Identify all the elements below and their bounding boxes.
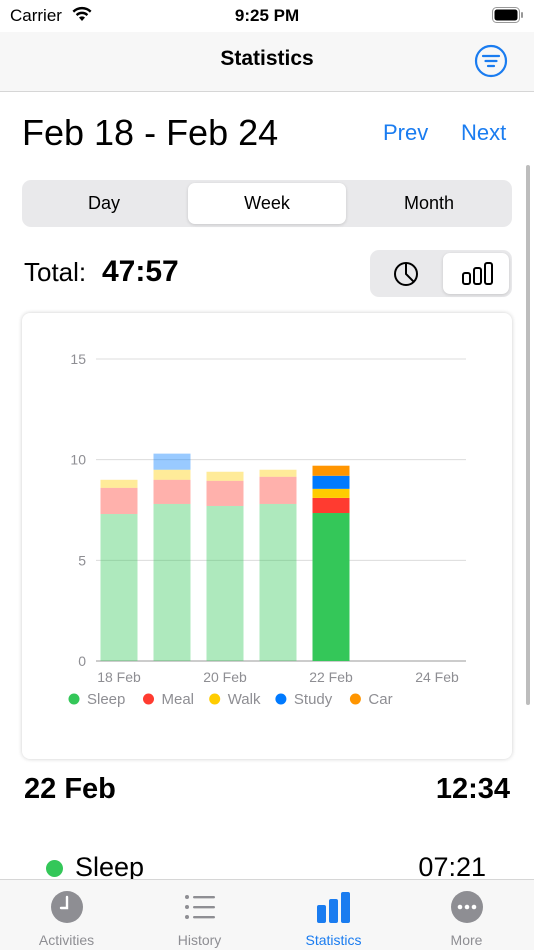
carrier-label: Carrier — [10, 6, 62, 25]
bar-segment — [153, 479, 191, 504]
tab-statistics[interactable]: Statistics — [267, 880, 400, 950]
bar-segment — [153, 503, 191, 661]
legend-label: Car — [368, 691, 392, 708]
x-tick-label: 18 Feb — [97, 669, 141, 685]
tab-label-history: History — [177, 932, 222, 948]
chart-type-toggle — [370, 250, 512, 297]
legend-swatch — [209, 693, 221, 705]
pie-chart-option[interactable] — [373, 253, 439, 294]
day-total: 12:34 — [435, 773, 510, 805]
chart-card: 0 5 10 15 18 Feb 20 Feb 22 Feb 24 Feb Sleep Meal W… — [22, 313, 512, 759]
next-button[interactable]: Next — [461, 120, 507, 145]
tab-label-more: More — [450, 932, 483, 948]
stacked-bar-chart: 0 5 10 15 18 Feb 20 Feb 22 Feb 24 Feb Sleep Meal W… — [68, 351, 466, 708]
bar-segment — [259, 469, 297, 477]
bar-segment — [259, 476, 297, 504]
tab-bar: Activities History Statistics More — [0, 879, 534, 950]
bar-segment — [312, 475, 350, 489]
bar-segment — [312, 465, 350, 476]
bar-segment — [206, 505, 244, 661]
legend-swatch — [68, 693, 80, 705]
tab-history[interactable]: History — [133, 880, 266, 950]
clock-time: 9:25 PM — [234, 6, 300, 25]
bar-segment — [206, 480, 244, 506]
activity-time: 07:21 — [418, 852, 486, 882]
y-tick-label: 5 — [78, 552, 86, 568]
legend-label: Study — [294, 691, 333, 708]
pie-chart-icon — [394, 262, 418, 286]
y-tick-label: 0 — [78, 653, 86, 669]
bar-segment — [100, 487, 138, 515]
legend-label: Walk — [228, 691, 261, 708]
total-value: 47:57 — [102, 255, 179, 288]
bar-segment — [206, 471, 244, 481]
legend-label: Sleep — [87, 691, 125, 708]
bar-segment — [100, 514, 138, 661]
tab-activities[interactable]: Activities — [0, 880, 133, 950]
bar-segment — [153, 453, 191, 470]
activity-row[interactable]: Sleep 07:21 — [24, 852, 510, 884]
bar-segment — [312, 497, 350, 514]
bar-segment — [312, 513, 350, 661]
battery-icon — [492, 7, 523, 23]
page-title: Statistics — [220, 47, 314, 70]
bar-chart-option[interactable] — [443, 253, 509, 294]
x-tick-label: 24 Feb — [415, 669, 459, 685]
activity-name: Sleep — [75, 852, 145, 882]
tab-more[interactable]: More — [400, 880, 533, 950]
nav-bar: Statistics — [0, 32, 534, 92]
segment-week[interactable]: Week — [188, 183, 346, 224]
status-bar: Carrier 9:25 PM — [0, 0, 534, 32]
legend-swatch — [143, 693, 154, 705]
date-range-title: Feb 18 - Feb 24 — [22, 112, 279, 153]
total-label: Total: — [24, 257, 87, 287]
legend-swatch — [275, 693, 287, 705]
legend-label: Meal — [162, 691, 195, 708]
activity-color-dot — [46, 860, 63, 877]
segment-month[interactable]: Month — [403, 193, 455, 213]
bar-segment — [259, 503, 297, 661]
more-icon — [451, 891, 483, 923]
tab-label-statistics: Statistics — [305, 932, 362, 948]
list-icon — [185, 895, 215, 919]
day-title: 22 Feb — [24, 773, 116, 805]
y-tick-label: 10 — [70, 452, 86, 468]
bar-chart-icon — [317, 892, 350, 923]
prev-button[interactable]: Prev — [383, 120, 429, 145]
legend-swatch — [349, 693, 361, 705]
bar-chart-icon — [462, 262, 493, 285]
scroll-indicator[interactable] — [526, 165, 530, 705]
filter-icon[interactable] — [474, 44, 508, 78]
clock-icon — [51, 891, 83, 923]
x-tick-label: 22 Feb — [309, 669, 353, 685]
bar-segment — [312, 488, 350, 498]
tab-label-activities: Activities — [38, 932, 95, 948]
bar-segment — [153, 469, 191, 480]
wifi-icon — [72, 6, 92, 21]
bar-segment — [100, 479, 138, 488]
segment-day[interactable]: Day — [87, 193, 120, 213]
x-tick-label: 20 Feb — [203, 669, 247, 685]
y-tick-label: 15 — [70, 351, 86, 367]
period-segmented-control: Day Week Month — [22, 180, 512, 227]
